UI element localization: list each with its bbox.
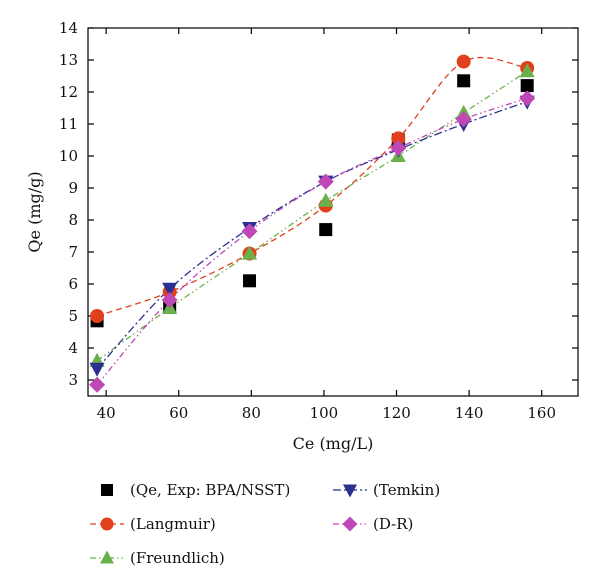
data-point [455,111,472,128]
y-tick-label: 13 [59,51,78,69]
data-point [89,362,105,377]
legend-marker [101,484,113,496]
x-tick-label: 100 [310,404,339,422]
data-point [318,192,334,207]
data-point [162,282,178,297]
y-tick-label: 8 [68,211,78,229]
x-tick-label: 80 [242,404,261,422]
legend-marker [100,517,114,531]
y-tick-label: 11 [59,115,78,133]
y-tick-label: 12 [59,83,78,101]
data-point [161,292,178,308]
series-line [96,97,528,386]
legend-item: (D-R) [333,515,413,533]
x-tick-label: 60 [169,404,188,422]
y-tick-label: 5 [68,307,78,325]
legend: (Qe, Exp: BPA/NSST) (Langmuir) (Freundlich… [90,481,440,567]
data-point [456,54,471,69]
data-point [391,131,406,146]
plot-area [87,27,579,397]
x-axis: 40 60 80 100 120 140 160 [97,28,556,422]
data-point [390,140,407,156]
legend-item: (Freundlich) [90,549,225,567]
legend-marker [343,484,357,498]
y-tick-label: 14 [59,19,78,37]
data-point [243,274,257,288]
data-point [90,309,105,323]
x-tick-label: 40 [97,404,116,422]
data-point [519,90,536,107]
series-line [96,56,528,317]
legend-label: (Langmuir) [130,515,216,533]
y-tick-label: 7 [68,243,78,261]
y-tick-label: 10 [59,147,78,165]
y-axis-title: Qe (mg/g) [25,171,44,252]
data-point [319,223,333,237]
x-axis-title: Ce (mg/L) [293,434,374,453]
legend-label: (Freundlich) [130,549,225,567]
legend-item: (Qe, Exp: BPA/NSST) [101,481,290,499]
data-point [241,223,258,240]
series-lines [96,56,528,386]
y-tick-label: 3 [68,371,78,389]
y-tick-label: 4 [68,339,78,357]
legend-item: (Temkin) [333,481,440,499]
x-tick-label: 160 [527,404,556,422]
plot-frame [87,27,579,397]
data-point [89,376,106,393]
series-markers [89,54,536,393]
legend-marker [342,516,358,532]
x-tick-label: 120 [382,404,411,422]
series-line [96,100,528,370]
x-tick-label: 140 [455,404,484,422]
y-tick-label: 9 [68,179,78,197]
legend-label: (Qe, Exp: BPA/NSST) [130,481,290,499]
y-axis: 3 4 5 6 7 8 9 10 11 12 13 14 [59,19,578,389]
legend-label: (D-R) [373,515,413,533]
legend-marker [100,550,114,564]
data-point [519,63,535,78]
y-tick-label: 6 [68,275,78,293]
data-point [242,245,258,260]
legend-label: (Temkin) [373,481,440,499]
data-point [457,74,471,88]
data-point [520,79,534,93]
data-point [317,173,334,190]
legend-item: (Langmuir) [90,515,216,533]
